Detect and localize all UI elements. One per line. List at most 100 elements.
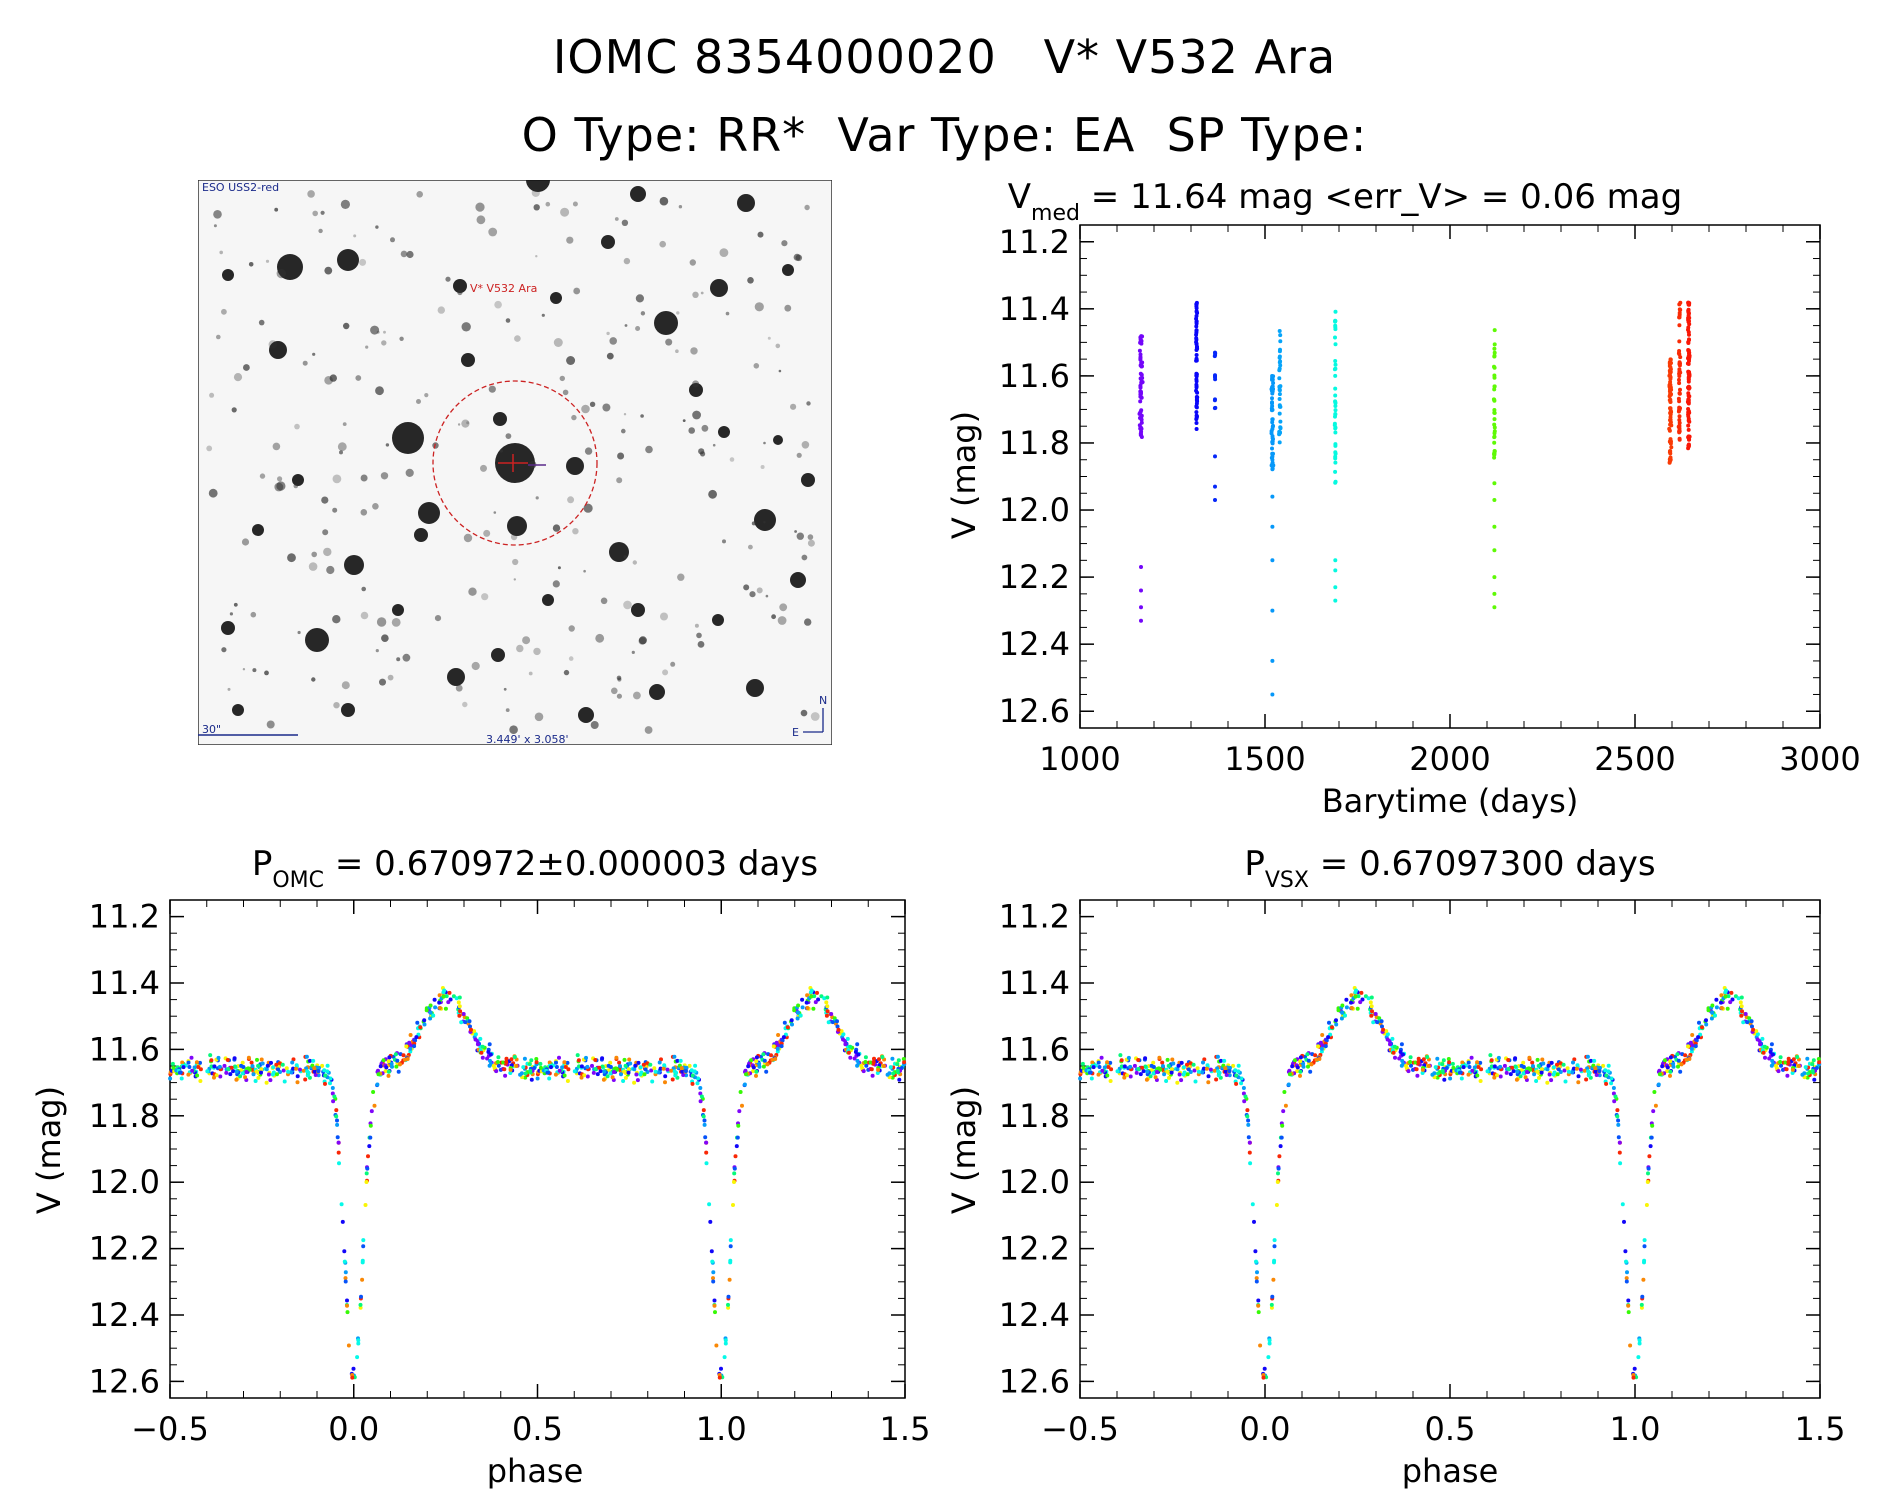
data-point: [1138, 385, 1143, 390]
data-point: [1549, 1060, 1554, 1065]
data-point: [1626, 1298, 1631, 1303]
data-point: [562, 1073, 567, 1078]
star: [670, 661, 676, 667]
data-point: [1213, 375, 1217, 380]
data-point: [1642, 1244, 1647, 1249]
data-point: [1278, 426, 1283, 431]
data-point: [1102, 1065, 1107, 1070]
data-point: [1687, 373, 1692, 378]
star: [806, 401, 811, 406]
star: [566, 236, 574, 244]
data-point: [1668, 1055, 1673, 1060]
data-point: [1353, 994, 1358, 999]
data-point: [563, 1065, 568, 1069]
data-point: [1668, 371, 1673, 375]
data-point: [1669, 445, 1674, 450]
star: [606, 331, 610, 336]
data-point: [1316, 1044, 1320, 1049]
data-point: [1333, 373, 1338, 378]
data-point: [1108, 1079, 1113, 1083]
star: [455, 684, 463, 692]
data-point: [1277, 354, 1282, 359]
data-point: [1390, 1036, 1395, 1041]
data-point: [229, 1065, 234, 1070]
data-point: [1603, 1068, 1608, 1073]
data-point: [239, 1063, 244, 1068]
data-point: [1169, 1070, 1174, 1075]
data-point: [1375, 1020, 1380, 1025]
star: [445, 276, 451, 282]
data-point: [732, 1171, 737, 1176]
data-point: [1521, 1060, 1526, 1065]
data-point: [1616, 1122, 1621, 1127]
star: [578, 707, 594, 723]
data-point: [343, 1270, 348, 1275]
data-point: [1278, 1144, 1283, 1149]
data-point: [456, 1000, 461, 1005]
star: [775, 343, 781, 349]
data-point: [256, 1063, 261, 1068]
timeseries-ylabel: V (mag): [945, 411, 983, 539]
data-point: [281, 1068, 286, 1073]
star: [321, 496, 329, 504]
data-point: [1267, 1341, 1272, 1346]
data-point: [882, 1064, 886, 1068]
data-point: [1791, 1057, 1796, 1062]
data-point: [1349, 1006, 1354, 1010]
data-point: [1686, 1044, 1690, 1049]
timeseries-points: [1137, 300, 1692, 697]
data-point: [442, 988, 447, 993]
data-point: [1758, 1042, 1762, 1047]
data-point: [301, 1068, 306, 1073]
data-point: [190, 1068, 195, 1073]
data-point: [663, 1080, 667, 1085]
data-point: [342, 1249, 347, 1254]
data-point: [330, 1091, 335, 1096]
data-point: [1280, 1123, 1285, 1128]
data-point: [1309, 1062, 1314, 1067]
data-point: [1594, 1073, 1599, 1077]
data-point: [1241, 1086, 1246, 1090]
data-point: [1754, 1029, 1759, 1034]
star: [676, 311, 680, 315]
data-point: [414, 1035, 419, 1040]
data-point: [1137, 348, 1142, 353]
data-point: [249, 1060, 254, 1065]
data-point: [1450, 1061, 1455, 1066]
data-point: [734, 1144, 739, 1149]
data-point: [1162, 1072, 1167, 1077]
data-point: [1236, 1069, 1241, 1074]
data-point: [1247, 1150, 1252, 1155]
data-point: [247, 1066, 252, 1071]
data-point: [825, 995, 830, 1000]
data-point: [1531, 1064, 1535, 1069]
star: [461, 353, 475, 367]
data-point: [888, 1065, 893, 1070]
data-point: [1421, 1057, 1426, 1062]
data-point: [1492, 373, 1497, 378]
data-point: [1206, 1080, 1211, 1085]
data-point: [1469, 1055, 1474, 1060]
data-point: [1277, 392, 1282, 397]
star: [499, 449, 503, 453]
data-point: [398, 1062, 402, 1067]
data-point: [1796, 1064, 1801, 1068]
data-point: [1165, 1057, 1170, 1062]
data-point: [1609, 1076, 1614, 1081]
data-point: [259, 1070, 263, 1075]
star: [600, 597, 608, 605]
data-point: [1617, 1150, 1622, 1155]
data-point: [260, 1061, 265, 1066]
data-point: [192, 1065, 197, 1070]
data-point: [762, 1058, 767, 1063]
star: [387, 674, 394, 681]
data-point: [1333, 404, 1338, 408]
data-point: [1416, 1056, 1421, 1061]
data-point: [1333, 598, 1338, 603]
data-point: [764, 1069, 769, 1074]
star: [507, 516, 527, 536]
star: [550, 292, 562, 304]
y-tick-label: 12.4: [999, 625, 1070, 663]
star: [491, 648, 505, 662]
